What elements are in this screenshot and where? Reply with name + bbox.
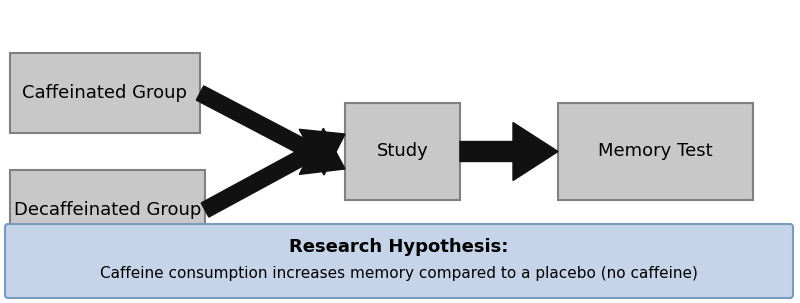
Text: Study: Study xyxy=(377,142,428,161)
Text: Caffeine consumption increases memory compared to a placebo (no caffeine): Caffeine consumption increases memory co… xyxy=(100,266,698,281)
FancyArrow shape xyxy=(201,129,345,217)
FancyArrow shape xyxy=(460,122,558,181)
Text: Decaffeinated Group: Decaffeinated Group xyxy=(14,201,201,219)
FancyBboxPatch shape xyxy=(558,103,753,200)
FancyBboxPatch shape xyxy=(5,224,793,298)
Text: Memory Test: Memory Test xyxy=(598,142,713,161)
FancyBboxPatch shape xyxy=(10,170,205,250)
FancyArrow shape xyxy=(196,86,345,174)
FancyBboxPatch shape xyxy=(10,53,200,133)
Text: Research Hypothesis:: Research Hypothesis: xyxy=(290,238,509,256)
Text: Caffeinated Group: Caffeinated Group xyxy=(22,84,187,102)
FancyBboxPatch shape xyxy=(345,103,460,200)
